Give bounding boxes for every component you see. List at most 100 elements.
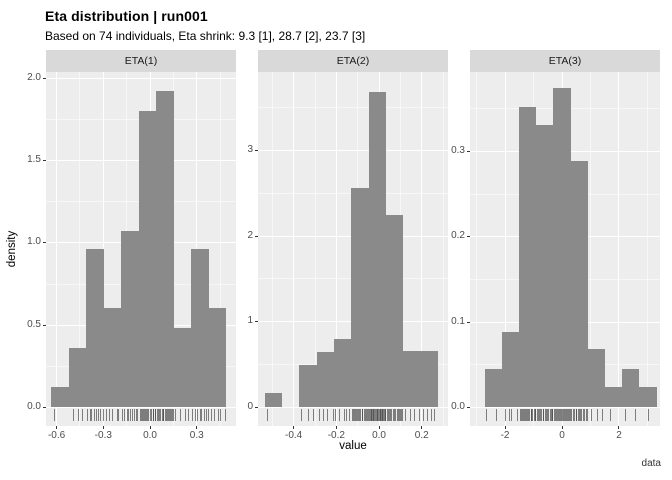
gridline-major <box>258 407 448 408</box>
gridline-major <box>504 72 506 426</box>
rug-tick <box>165 409 167 421</box>
y-axis-tick-label: 0 <box>247 401 253 412</box>
gridline-major <box>293 72 295 426</box>
y-axis-tick <box>255 235 258 237</box>
x-axis-title: value <box>339 440 367 452</box>
y-axis-tick <box>43 160 46 162</box>
rug-tick <box>168 409 170 421</box>
y-axis-tick <box>43 77 46 79</box>
rug-tick <box>359 409 361 421</box>
rug-tick <box>382 409 384 421</box>
rug-tick <box>164 409 166 421</box>
rug-tick <box>371 409 373 421</box>
histogram-bar <box>604 387 623 407</box>
histogram-bar <box>622 368 640 407</box>
rug-tick <box>544 409 546 421</box>
rug-tick <box>383 409 385 421</box>
rug-tick <box>112 409 114 421</box>
rug-tick <box>118 409 120 421</box>
rug-tick <box>192 409 194 421</box>
rug-tick <box>354 409 356 421</box>
rug-tick <box>152 409 154 421</box>
rug-tick <box>300 409 302 421</box>
rug-tick <box>357 409 358 421</box>
rug-tick <box>93 409 95 421</box>
rug-tick <box>381 409 383 421</box>
y-axis-tick-label: 0.1 <box>451 315 465 327</box>
rug-tick <box>377 409 379 421</box>
rug-tick <box>362 409 364 421</box>
histogram-bar <box>156 90 174 407</box>
histogram-bar <box>351 187 369 407</box>
rug-tick <box>548 409 550 421</box>
gridline-major <box>421 72 423 426</box>
x-axis-tick <box>618 426 620 429</box>
y-axis-tick <box>255 407 258 408</box>
rug-tick <box>141 409 143 421</box>
histogram-bar <box>191 248 209 407</box>
histogram-bar <box>334 339 352 407</box>
gridline-major <box>335 72 337 426</box>
rug-tick <box>531 409 533 421</box>
rug-tick <box>557 409 559 421</box>
rug-tick <box>158 409 160 421</box>
rug-tick <box>96 409 98 421</box>
rug-tick <box>126 409 128 421</box>
rug-tick <box>173 409 174 421</box>
rug-tick <box>73 409 75 421</box>
rug-tick <box>199 409 201 421</box>
rug-tick <box>358 409 359 421</box>
x-axis-tick <box>335 426 337 429</box>
rug-tick <box>335 409 337 421</box>
gridline-minor <box>646 72 648 426</box>
rug-tick <box>543 409 545 421</box>
histogram-bar <box>103 308 122 407</box>
gridline-major <box>46 77 236 79</box>
rug-tick <box>150 409 151 421</box>
rug-tick <box>91 409 93 421</box>
rug-tick <box>485 409 487 421</box>
plot-title: Eta distribution | run001 <box>45 8 208 24</box>
rug-tick <box>144 409 146 421</box>
y-axis-tick-label: 0.5 <box>27 318 41 330</box>
rug-tick <box>373 409 375 421</box>
facet-eta2: ETA(2) 0 1 2 3 -0.4 -0.2 0.0 0.2 <box>247 50 448 441</box>
rug-tick <box>422 409 424 421</box>
rug-tick <box>122 409 124 421</box>
rug-tick <box>380 409 382 421</box>
rug-tick <box>568 409 570 421</box>
x-axis-tick-label: 0.0 <box>143 430 157 441</box>
rug-tick <box>78 409 80 421</box>
rug-tick <box>153 409 155 421</box>
rug-tick <box>102 409 104 421</box>
rug-tick <box>343 409 345 421</box>
rug-tick <box>136 409 138 421</box>
rug-tick <box>194 409 196 421</box>
rug-tick <box>366 409 368 421</box>
rug-tick <box>571 409 573 421</box>
rug-tick <box>565 409 567 421</box>
rug-tick <box>134 409 136 421</box>
facet-panel <box>258 72 448 426</box>
rug-tick <box>89 409 91 421</box>
rug-tick <box>566 409 568 421</box>
x-axis-tick-label: 0.3 <box>189 430 204 441</box>
rug-tick <box>147 409 149 421</box>
rug-tick <box>143 409 145 421</box>
histogram-bar <box>587 349 605 407</box>
histogram-bar <box>518 106 537 407</box>
rug-tick <box>551 409 553 421</box>
rug-tick <box>558 409 560 421</box>
x-axis-tick <box>561 426 563 429</box>
rug-tick <box>200 409 202 421</box>
rug-tick <box>148 409 150 421</box>
rug-tick <box>533 409 535 421</box>
histogram-bar <box>68 347 87 407</box>
facet-strip: ETA(3) <box>470 50 660 72</box>
rug-tick <box>393 409 395 421</box>
gridline-minor <box>271 72 273 426</box>
histogram-bar <box>368 91 386 407</box>
gridline-minor <box>442 72 444 426</box>
rug-tick <box>364 409 366 421</box>
rug-tick <box>398 409 400 421</box>
